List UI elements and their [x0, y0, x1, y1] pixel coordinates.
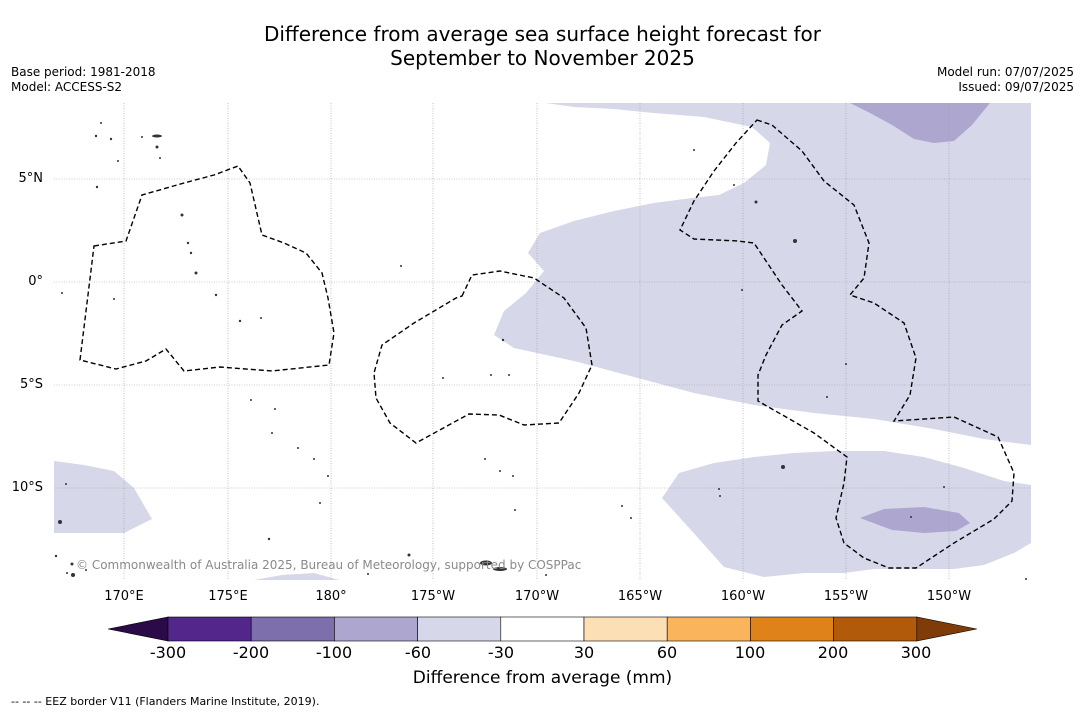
lat-label-10s: 10°S [11, 480, 43, 495]
lon-label-175w: 175°W [410, 589, 456, 604]
issued-text: Issued: 09/07/2025 [958, 80, 1074, 94]
colorbar-tick: 200 [817, 643, 849, 662]
anomaly-region-bottom [254, 573, 339, 580]
eez-footnote: -- -- -- EEZ border V11 (Flanders Marine… [11, 695, 320, 708]
anomaly-region-southwest [54, 461, 152, 533]
model-text: Model: ACCESS-S2 [11, 80, 123, 94]
colorbar-cell [250, 616, 335, 642]
lon-label-180: 180° [315, 589, 347, 604]
map-panel [54, 103, 1031, 580]
title-line-2: September to November 2025 [390, 46, 695, 70]
lon-label-170e: 170°E [104, 589, 144, 604]
colorbar-cell [417, 616, 502, 642]
colorbar-tick: 30 [573, 643, 595, 662]
base-period-text: Base period: 1981-2018 [11, 65, 156, 79]
islands [54, 122, 1027, 580]
colorbar-tick: 300 [900, 643, 932, 662]
colorbar-tick: 100 [734, 643, 766, 662]
gridlines [54, 103, 1031, 580]
colorbar-tick: -300 [149, 643, 187, 662]
model-run-text: Model run: 07/07/2025 [936, 65, 1074, 79]
lon-label-175e: 175°E [208, 589, 248, 604]
anomaly-region-south [662, 451, 1031, 577]
colorbar-cell [167, 616, 252, 642]
colorbar-cell [833, 616, 918, 642]
lon-label-165w: 165°W [617, 589, 663, 604]
colorbar-tick: -30 [487, 643, 515, 662]
lon-label-170w: 170°W [514, 589, 560, 604]
map-title: Difference from average sea surface heig… [0, 22, 1085, 70]
colorbar-under-extension [108, 616, 169, 642]
colorbar-over-extension [916, 616, 977, 642]
lon-label-160w: 160°W [720, 589, 766, 604]
colorbar-label: Difference from average (mm) [412, 668, 673, 688]
colorbar-tick: 60 [656, 643, 678, 662]
colorbar-cell [750, 616, 834, 642]
meta-right: Model run: 07/07/2025 Issued: 09/07/2025 [937, 65, 1074, 95]
map-canvas [54, 103, 1031, 580]
anomaly-patch-north [850, 103, 990, 143]
colorbar-cell [666, 616, 751, 642]
eez-border-line-islands [679, 119, 1015, 569]
copyright-notice: © Commonwealth of Australia 2025, Bureau… [76, 558, 582, 572]
meta-left: Base period: 1981-2018 Model: ACCESS-S2 [11, 65, 156, 95]
colorbar-cell [500, 616, 585, 642]
eez-border-tuvalu-tokelau [373, 270, 593, 444]
colorbar-tick: -100 [315, 643, 353, 662]
colorbar-tick: -60 [404, 643, 432, 662]
lon-label-150w: 150°W [926, 589, 972, 604]
eez-borders [79, 119, 1015, 569]
anomaly-patch-south [860, 507, 970, 533]
anomaly-region-east [494, 103, 1031, 445]
colorbar [108, 616, 977, 642]
eez-border-kiribati-gilbert [79, 165, 335, 372]
lat-label-0: 0° [28, 274, 43, 289]
lat-label-5s: 5°S [19, 377, 43, 392]
lon-label-155w: 155°W [823, 589, 869, 604]
lat-label-5n: 5°N [18, 171, 44, 186]
colorbar-cell [583, 616, 668, 642]
colorbar-cell [334, 616, 418, 642]
colorbar-tick: -200 [232, 643, 270, 662]
title-line-1: Difference from average sea surface heig… [263, 22, 822, 46]
